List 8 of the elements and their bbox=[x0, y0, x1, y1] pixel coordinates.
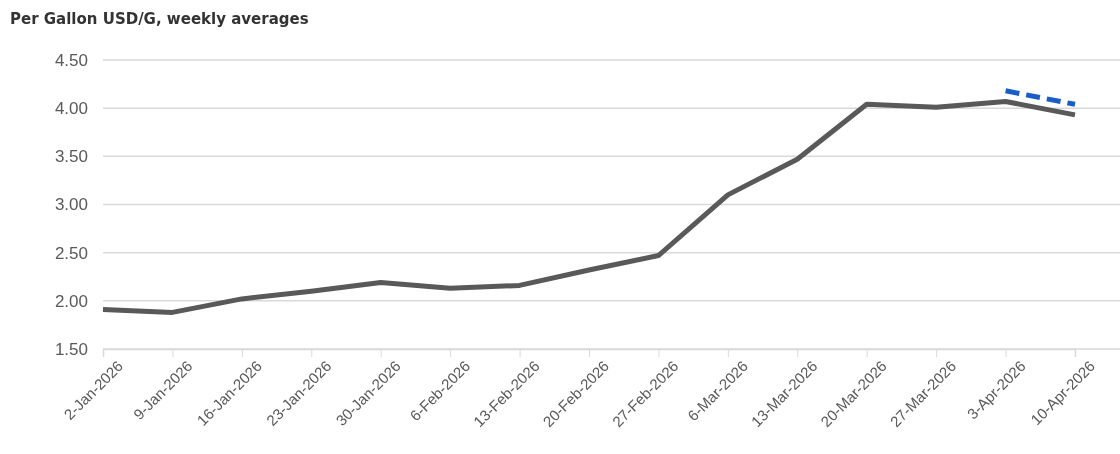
y-tick-label: 2.00 bbox=[54, 291, 88, 311]
y-tick-label: 4.00 bbox=[54, 99, 88, 119]
chart-title: Per Gallon USD/G, weekly averages bbox=[10, 10, 309, 28]
y-tick-label: 4.50 bbox=[54, 50, 88, 70]
y-tick-label: 3.00 bbox=[54, 195, 88, 215]
y-tick-label: 3.50 bbox=[54, 147, 88, 167]
y-tick-label: 1.50 bbox=[54, 339, 88, 359]
y-tick-label: 2.50 bbox=[54, 243, 88, 263]
